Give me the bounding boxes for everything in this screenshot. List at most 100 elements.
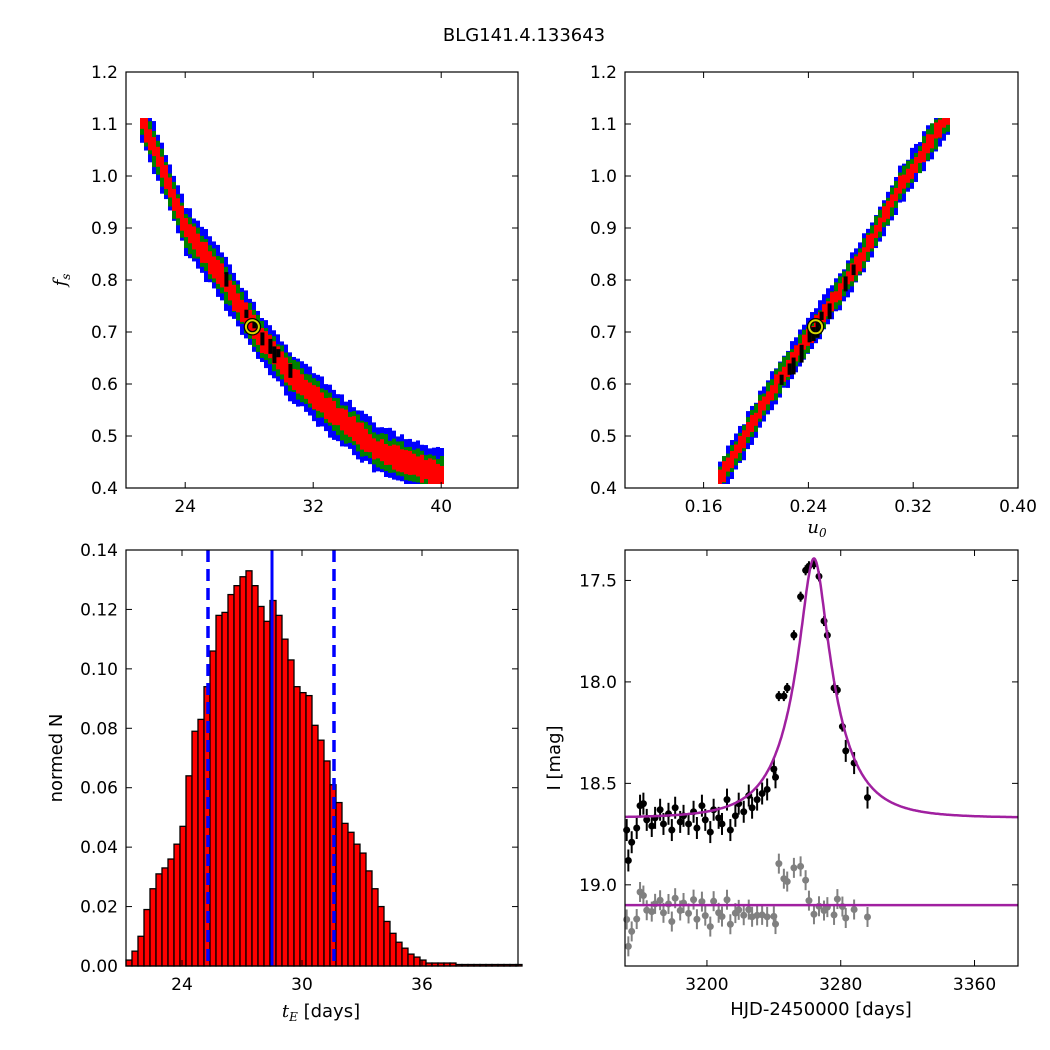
residual-point — [850, 906, 858, 914]
contour-level-red — [910, 163, 914, 179]
contour-level-red — [400, 449, 404, 473]
contour-level-red — [328, 397, 332, 423]
x-tick-label: 24 — [174, 497, 196, 517]
contour-level-black — [819, 311, 824, 321]
light-curve-plot-area — [623, 556, 1018, 957]
contour-level-red — [308, 382, 312, 404]
data-point — [740, 808, 748, 816]
histogram-bar — [263, 620, 271, 967]
contour-level-red — [196, 233, 200, 257]
data-point — [842, 747, 850, 755]
contour-level-red — [176, 198, 180, 219]
u0-axis-label: u0 — [807, 517, 827, 540]
residual-point — [693, 915, 701, 923]
panel-tE-histogram: 24 30 36 0.00 0.02 0.04 0.06 0.08 0.10 0.12 0.14 n… — [46, 541, 523, 1024]
contour-level-red — [316, 386, 320, 411]
residual-point — [656, 896, 664, 904]
contour-level-red — [180, 205, 184, 231]
contour-level-black — [276, 349, 281, 358]
histogram-bar — [293, 686, 301, 967]
data-point — [624, 856, 632, 864]
contour-level-red — [730, 451, 734, 469]
contour-level-red — [922, 143, 926, 163]
contour-level-red — [412, 453, 416, 475]
fs-u0-plot-area — [718, 118, 950, 484]
data-point — [763, 785, 771, 793]
contour-level-red — [324, 398, 328, 420]
histogram-axes-frame — [125, 549, 519, 967]
contour-level-red — [934, 122, 938, 139]
y-tick-label: 0.4 — [91, 479, 118, 499]
x-tick-label: 0.16 — [685, 497, 723, 517]
x-tick-label: 3360 — [953, 975, 996, 995]
contour-level-red — [220, 263, 224, 288]
contour-level-red — [870, 233, 874, 249]
data-point — [656, 806, 664, 814]
fs-axis-label: fs — [50, 274, 73, 289]
y-tick-label: 0.6 — [590, 375, 617, 395]
residual-point — [710, 897, 718, 905]
data-point — [643, 816, 651, 824]
x-tick-label: 24 — [171, 975, 193, 995]
normed-n-axis-label: normed N — [46, 714, 67, 803]
panel-fs-vs-tE: 24 32 40 0.4 0.5 0.6 0.7 0.8 0.9 1.0 1.1 1.2 fs — [50, 63, 519, 517]
contour-level-black — [815, 320, 820, 338]
y-tick-label: 0.14 — [80, 541, 118, 561]
contour-level-red — [830, 292, 834, 312]
residual-point — [698, 898, 706, 906]
y-tick-label: 0.7 — [91, 323, 118, 343]
contour-level-red — [404, 450, 408, 475]
contour-level-black — [791, 357, 796, 375]
contour-level-red — [156, 146, 160, 167]
tE-axis-label: tE [days] — [282, 1001, 360, 1024]
residual-point — [753, 911, 761, 919]
contour-level-red — [192, 226, 196, 250]
histogram-bar — [365, 870, 373, 967]
data-point — [723, 796, 731, 804]
contour-level-red — [344, 409, 348, 435]
histogram-bar — [257, 605, 265, 967]
residual-point — [802, 876, 810, 884]
residual-point — [740, 911, 748, 919]
contour-level-red — [770, 385, 774, 401]
contour-level-red — [858, 252, 862, 272]
contour-level-red — [160, 156, 164, 178]
residual-point — [706, 923, 714, 931]
contour-level-red — [304, 379, 308, 399]
contour-level-red — [862, 247, 866, 262]
contour-level-red — [144, 118, 148, 143]
contour-level-red — [834, 291, 838, 303]
y-tick-label: 0.08 — [80, 719, 118, 739]
x-tick-label: 30 — [291, 975, 313, 995]
contour-level-red — [188, 224, 192, 244]
histogram-bar — [155, 873, 163, 967]
contour-level-red — [240, 299, 244, 322]
contour-level-red — [416, 456, 420, 477]
contour-level-red — [726, 457, 730, 472]
histogram-bar — [125, 959, 133, 967]
histogram-bar — [281, 638, 289, 967]
histogram-bar — [215, 614, 223, 967]
contour-level-red — [886, 200, 890, 219]
contour-level-red — [874, 225, 878, 239]
residual-point — [639, 892, 647, 900]
y-tick-label: 0.4 — [590, 479, 617, 499]
contour-level-red — [256, 322, 260, 345]
histogram-bar — [407, 953, 415, 967]
residual-point — [805, 897, 813, 905]
fs-u0-axes-frame — [624, 71, 1019, 489]
contour-level-red — [436, 463, 440, 484]
y-tick-label: 18.5 — [579, 774, 617, 794]
contour-level-red — [336, 408, 340, 426]
data-point — [718, 820, 726, 828]
contour-level-red — [930, 134, 934, 149]
histogram-bar — [191, 730, 199, 967]
contour-level-red — [822, 304, 826, 323]
residual-point — [863, 913, 871, 921]
residual-point — [623, 915, 631, 923]
histogram-bar — [239, 576, 247, 967]
y-tick-label: 1.1 — [590, 115, 617, 135]
histogram-bar — [137, 935, 145, 967]
contour-level-red — [236, 293, 240, 313]
contour-level-red — [942, 118, 946, 128]
